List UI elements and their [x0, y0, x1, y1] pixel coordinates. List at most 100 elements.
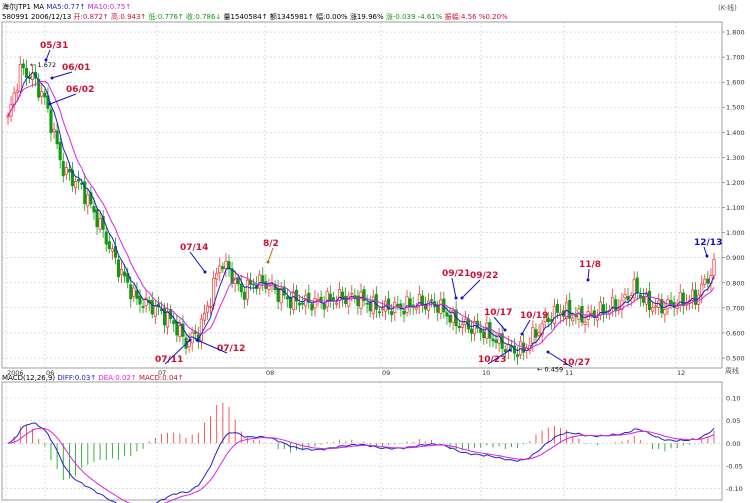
candle-body	[86, 194, 90, 207]
annotation-arrowhead	[454, 296, 458, 300]
candle-body	[350, 292, 354, 295]
candle-body	[236, 278, 240, 285]
candle-body	[654, 305, 658, 308]
candle-body	[595, 317, 599, 321]
x-tick-label: 09	[382, 369, 390, 377]
candle-body	[37, 78, 41, 98]
candle-body	[482, 331, 486, 339]
candle-body	[405, 296, 409, 313]
macd-diff: DIFF:0.03↑	[57, 374, 97, 382]
candle-body	[540, 323, 544, 336]
candle-body	[267, 284, 271, 290]
candle-body	[70, 169, 75, 187]
period-label[interactable]: 周线	[725, 367, 739, 375]
price-panel-frame	[1, 21, 723, 369]
candle-body	[218, 265, 222, 274]
candle-body	[681, 292, 685, 307]
price-tick-label: 1.800	[726, 29, 745, 37]
header-row-1: 海尔JTP1 MA MA5:0.77↑ MA10:0.75↑	[2, 2, 131, 12]
ma5-value: MA5:0.77↑	[46, 3, 86, 11]
candle-body	[632, 279, 636, 299]
annotation-arrowhead	[203, 270, 207, 274]
candle-body	[27, 76, 32, 80]
candle-body	[368, 301, 372, 312]
macd-tick-label: -0.10	[726, 485, 743, 493]
candle-body	[110, 248, 114, 252]
candle-body	[322, 303, 326, 310]
code-date: 580991 2006/12/13	[2, 13, 72, 21]
candle-body	[337, 289, 342, 302]
annotation-arrow	[51, 71, 73, 79]
open-value: 开:0.872↑	[73, 13, 109, 21]
candle-body	[129, 284, 133, 300]
macd-dea-line	[7, 427, 715, 503]
candle-body	[423, 303, 428, 310]
annotation-label: 11/8	[579, 260, 601, 270]
macd-macd: MACD:0.04↑	[138, 374, 184, 382]
x-tick-label: 08	[266, 369, 274, 377]
candle-body	[568, 300, 572, 319]
candle-body	[230, 268, 234, 284]
candle-body	[390, 311, 394, 316]
price-tick-label: 1.200	[726, 179, 745, 187]
annotation-arrow	[461, 279, 481, 299]
candle-body	[288, 297, 292, 309]
candle-body	[239, 283, 243, 293]
annotation-label: 07/12	[217, 344, 245, 354]
candle-body	[325, 291, 329, 308]
annotation-arrowhead	[460, 296, 464, 300]
candle-body	[497, 334, 501, 344]
candle-body	[224, 260, 228, 269]
candle-body	[285, 296, 289, 300]
candle-body	[313, 298, 317, 309]
candle-body	[199, 318, 203, 341]
candle-body	[83, 181, 87, 204]
candle-body	[55, 130, 59, 145]
annotation-label: 09/22	[470, 271, 498, 281]
turnover-value: 涨19.96%	[349, 13, 384, 21]
candle-body	[98, 218, 102, 230]
candle-body	[485, 322, 489, 339]
candle-body	[298, 302, 302, 306]
ma10-value: MA10:0.75↑	[87, 3, 132, 11]
candle-body	[67, 169, 71, 173]
candle-body	[77, 178, 81, 182]
candle-body	[694, 289, 698, 305]
candle-body	[583, 321, 587, 325]
candle-body	[651, 307, 655, 312]
candle-body	[439, 299, 443, 314]
kline-mode-label[interactable]: (K-线)	[718, 4, 737, 12]
candle-body	[252, 283, 256, 286]
candle-body	[116, 259, 121, 278]
candle-body	[531, 327, 535, 345]
candle-body	[150, 300, 154, 315]
candle-body	[396, 304, 400, 307]
annotation-arrow	[547, 351, 573, 368]
candle-body	[120, 269, 124, 275]
annotation-arrowhead	[266, 260, 270, 264]
candle-body	[420, 295, 424, 306]
candle-body	[221, 266, 225, 270]
annotation-arrow	[45, 49, 51, 61]
annotation-arrowhead	[50, 76, 54, 80]
candle-body	[534, 329, 538, 338]
candle-body	[537, 332, 541, 336]
price-tick-label: 1.600	[726, 79, 745, 87]
annotation-arrow	[267, 247, 274, 263]
annotation-arrowhead	[503, 328, 507, 332]
candle-body	[623, 293, 627, 299]
candle-body	[663, 308, 667, 315]
candle-body	[6, 115, 10, 118]
high-value: 高:0.943↑	[111, 13, 147, 21]
annotation-arrowhead	[520, 332, 524, 336]
candles-group	[6, 56, 716, 365]
price-tick-label: 1.100	[726, 204, 745, 212]
candle-body	[132, 287, 136, 297]
candle-body	[264, 281, 268, 289]
candle-body	[248, 280, 253, 285]
annotation-arrow	[703, 246, 708, 257]
candle-body	[690, 289, 695, 301]
candle-body	[49, 109, 53, 134]
candle-body	[276, 288, 280, 302]
